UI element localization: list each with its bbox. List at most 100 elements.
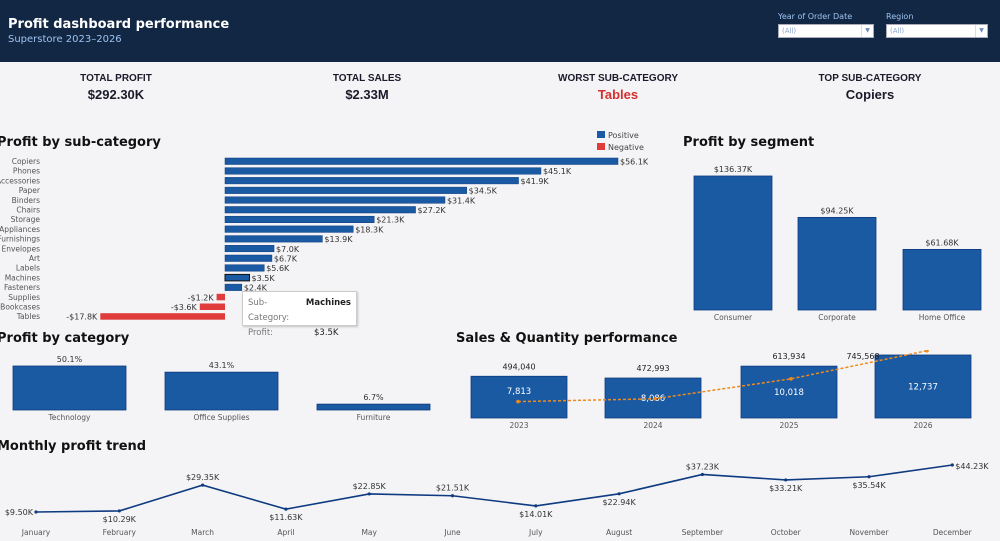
- subcat-bar: [224, 206, 416, 214]
- subcat-bar: [224, 245, 275, 253]
- subcat-label: Labels: [16, 264, 40, 273]
- tooltip-key: Profit:: [248, 328, 274, 338]
- salesqty-axis-label: 2026: [913, 421, 932, 430]
- monthly-axis-label: March: [191, 528, 214, 537]
- sales-bar: [740, 365, 838, 419]
- category-chart: 50.1% Technology 43.1% Office Supplies 6.7% F…: [12, 355, 431, 422]
- salesqty-axis-label: 2024: [643, 421, 662, 430]
- subcat-value-label: -$3.6K: [171, 303, 198, 312]
- filter-region-value: (All): [890, 27, 905, 35]
- segment-value-label: $136.37K: [714, 165, 753, 174]
- monthly-value-label: $11.63K: [269, 513, 303, 522]
- category-value-label: 6.7%: [363, 393, 384, 402]
- subcat-value-label: $21.3K: [376, 216, 405, 225]
- subcat-bar: [216, 293, 225, 301]
- sales-value-label: 472,993: [636, 364, 669, 373]
- kpi-label: TOP SUB-CATEGORY: [818, 73, 922, 84]
- subcat-bar: [224, 254, 273, 262]
- monthly-point: [367, 492, 371, 496]
- subcat-label: Copiers: [12, 157, 40, 166]
- monthly-axis-label: July: [528, 528, 543, 537]
- quantity-value-label: 7,813: [507, 387, 531, 397]
- dashboard-header: Profit dashboard performance Superstore …: [0, 0, 1000, 62]
- sales-value-label: 613,934: [772, 352, 805, 361]
- chevron-down-icon[interactable]: ▼: [861, 25, 873, 37]
- monthly-point: [950, 463, 954, 467]
- subcat-value-label: $34.5K: [469, 187, 498, 196]
- monthly-value-label: $35.54K: [852, 481, 886, 490]
- monthly-axis-label: November: [849, 528, 889, 537]
- subcat-label: Storage: [11, 215, 41, 224]
- filter-year: Year of Order Date (All) ▼: [778, 12, 874, 38]
- monthly-chart: $9.50K January $10.29K February $29.35K March…: [5, 462, 989, 537]
- quantity-point: [789, 377, 793, 381]
- subcat-label: Envelopes: [2, 244, 41, 253]
- monthly-value-label: $33.21K: [769, 484, 803, 493]
- legend-label-negative: Negative: [608, 143, 644, 152]
- sales-value-label: 745,568: [846, 352, 879, 361]
- subcat-bar: [224, 235, 323, 243]
- subcat-value-label: $13.9K: [324, 235, 353, 244]
- monthly-point: [784, 478, 788, 482]
- kpi-label: TOTAL SALES: [332, 73, 402, 84]
- category-value-label: 43.1%: [209, 361, 235, 370]
- segment-category-label: Consumer: [714, 313, 753, 322]
- monthly-value-label: $21.51K: [436, 484, 470, 493]
- subcat-bar: [224, 177, 519, 185]
- subcat-label: Bookcases: [0, 303, 40, 312]
- legend-swatch-positive: [597, 131, 605, 138]
- monthly-axis-label: June: [443, 528, 461, 537]
- quantity-line: [517, 350, 928, 403]
- subcat-bar: [224, 167, 542, 175]
- segment-chart: $136.37K Consumer $94.25K Corporate $61.68K H…: [693, 165, 982, 322]
- subcat-label: Art: [29, 254, 40, 263]
- tooltip: Sub-Category: Machines Profit: $3.5K: [242, 291, 357, 338]
- monthly-point: [201, 483, 205, 487]
- subcat-label: Paper: [19, 186, 41, 195]
- category-bar: [164, 371, 279, 411]
- subcat-bar: [100, 313, 225, 320]
- category-axis-label: Office Supplies: [193, 413, 249, 422]
- monthly-axis-label: December: [933, 528, 973, 537]
- monthly-point: [617, 492, 621, 496]
- kpi-value: Copiers: [845, 87, 895, 102]
- monthly-axis-label: May: [361, 528, 377, 537]
- monthly-point: [700, 472, 705, 477]
- monthly-value-label: $9.50K: [5, 508, 34, 517]
- monthly-value-label: $44.23K: [955, 462, 989, 471]
- salesqty-chart: 494,0407,8132023472,9938,0862024613,9341…: [470, 350, 972, 430]
- monthly-axis-label: October: [771, 528, 802, 537]
- monthly-profit-line: [35, 464, 953, 513]
- quantity-point: [653, 396, 657, 401]
- dashboard-title: Profit dashboard performance: [8, 17, 230, 32]
- segment-title: Profit by segment: [683, 135, 815, 150]
- category-bar: [316, 403, 431, 411]
- subcat-value-label: $3.5K: [252, 274, 276, 283]
- category-bar: [12, 365, 127, 411]
- segment-bar: [797, 216, 877, 311]
- segment-category-label: Home Office: [919, 313, 966, 322]
- segment-bar: [693, 175, 773, 311]
- subcat-bar: [224, 186, 467, 194]
- quantity-point: [925, 350, 929, 353]
- subcat-bar: [224, 264, 265, 272]
- filter-year-value: (All): [782, 27, 797, 35]
- monthly-point: [867, 475, 871, 479]
- sales-bar: [470, 375, 568, 419]
- filter-region-select[interactable]: (All) ▼: [886, 24, 988, 38]
- legend-swatch-negative: [597, 143, 605, 150]
- subcat-chart: Positive Negative Copiers $56.1K Phones $45.1…: [0, 131, 649, 322]
- salesqty-title: Sales & Quantity performance: [456, 331, 678, 346]
- kpi-worst-subcategory: WORST SUB-CATEGORY Tables: [508, 73, 728, 102]
- subcat-bar: [224, 215, 375, 223]
- filter-year-select[interactable]: (All) ▼: [778, 24, 874, 38]
- chevron-down-icon[interactable]: ▼: [975, 25, 987, 37]
- category-axis-label: Furniture: [357, 413, 391, 422]
- subcat-label: Appliances: [0, 225, 40, 234]
- kpi-label: WORST SUB-CATEGORY: [558, 73, 678, 84]
- kpi-total-sales: TOTAL SALES $2.33M: [257, 73, 477, 102]
- monthly-point: [534, 504, 538, 508]
- subcat-value-label: -$17.8K: [66, 313, 98, 322]
- segment-bar: [902, 248, 982, 311]
- segment-value-label: $94.25K: [820, 206, 854, 215]
